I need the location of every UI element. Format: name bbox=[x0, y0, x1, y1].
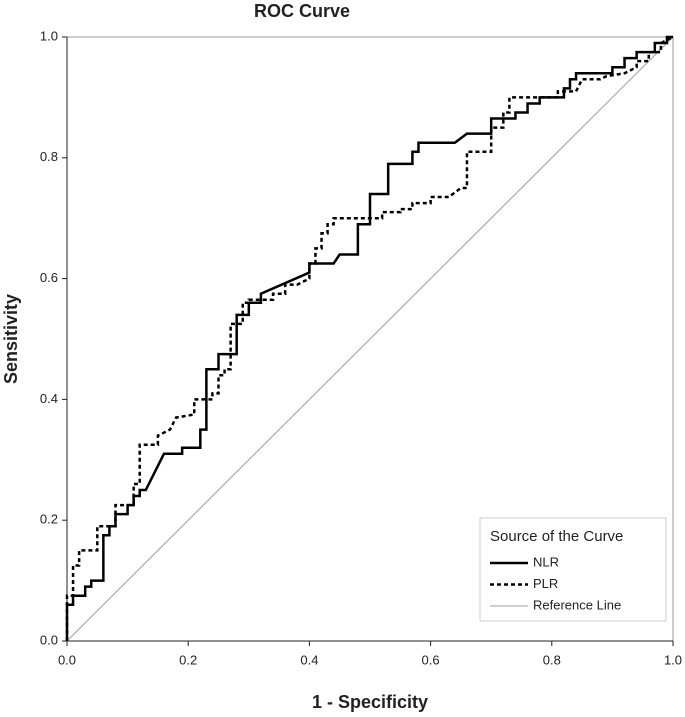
chart-title: ROC Curve bbox=[254, 1, 350, 21]
y-tick-label: 0.6 bbox=[40, 270, 58, 285]
legend-title: Source of the Curve bbox=[490, 528, 623, 545]
y-tick-label: 0.0 bbox=[40, 632, 58, 647]
x-tick-label: 0.2 bbox=[179, 652, 197, 667]
y-tick-label: 0.8 bbox=[40, 149, 58, 164]
y-tick-label: 0.4 bbox=[40, 391, 58, 406]
legend-label: Reference Line bbox=[533, 597, 621, 612]
roc-line bbox=[66, 36, 674, 642]
roc-line bbox=[65, 35, 674, 641]
x-tick-label: 0.6 bbox=[422, 652, 440, 667]
x-tick-label: 1.0 bbox=[664, 652, 682, 667]
y-tick-label: 0.2 bbox=[40, 512, 58, 527]
y-tick-label: 1.0 bbox=[40, 28, 58, 43]
legend-label: PLR bbox=[533, 576, 558, 591]
x-axis-label: 1 - Specificity bbox=[312, 692, 428, 712]
x-tick-label: 0.0 bbox=[58, 652, 76, 667]
y-axis-label: Sensitivity bbox=[1, 294, 21, 384]
legend-label: NLR bbox=[533, 554, 559, 569]
legend-box bbox=[479, 517, 667, 622]
x-tick-label: 0.4 bbox=[300, 652, 318, 667]
x-tick-label: 0.8 bbox=[543, 652, 561, 667]
